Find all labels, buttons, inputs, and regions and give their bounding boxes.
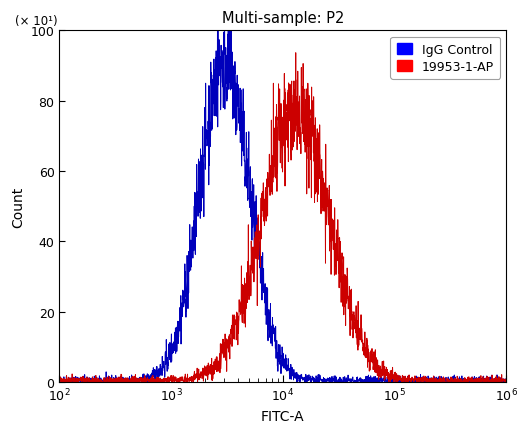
19953-1-AP bbox=[408, 376, 415, 381]
IgG Control bbox=[490, 378, 497, 383]
Text: (× 10¹): (× 10¹) bbox=[15, 15, 57, 28]
IgG Control bbox=[491, 378, 497, 384]
Y-axis label: Count: Count bbox=[11, 186, 25, 227]
19953-1-AP bbox=[262, 207, 268, 213]
Legend: IgG Control, 19953-1-AP: IgG Control, 19953-1-AP bbox=[390, 38, 500, 80]
19953-1-AP bbox=[274, 189, 280, 194]
19953-1-AP bbox=[490, 378, 497, 383]
19953-1-AP bbox=[56, 378, 62, 383]
IgG Control bbox=[57, 379, 63, 385]
19953-1-AP bbox=[79, 376, 86, 381]
X-axis label: FITC-A: FITC-A bbox=[261, 409, 305, 423]
Title: Multi-sample: P2: Multi-sample: P2 bbox=[222, 11, 344, 26]
19953-1-AP bbox=[491, 378, 497, 383]
19953-1-AP bbox=[503, 376, 509, 381]
19953-1-AP bbox=[58, 379, 65, 385]
IgG Control bbox=[262, 312, 269, 318]
IgG Control bbox=[56, 377, 62, 382]
Line: 19953-1-AP: 19953-1-AP bbox=[59, 53, 506, 382]
19953-1-AP bbox=[293, 51, 299, 56]
IgG Control bbox=[408, 379, 415, 385]
IgG Control bbox=[503, 379, 509, 385]
Line: IgG Control: IgG Control bbox=[59, 0, 506, 382]
IgG Control bbox=[274, 351, 280, 356]
IgG Control bbox=[79, 379, 86, 385]
